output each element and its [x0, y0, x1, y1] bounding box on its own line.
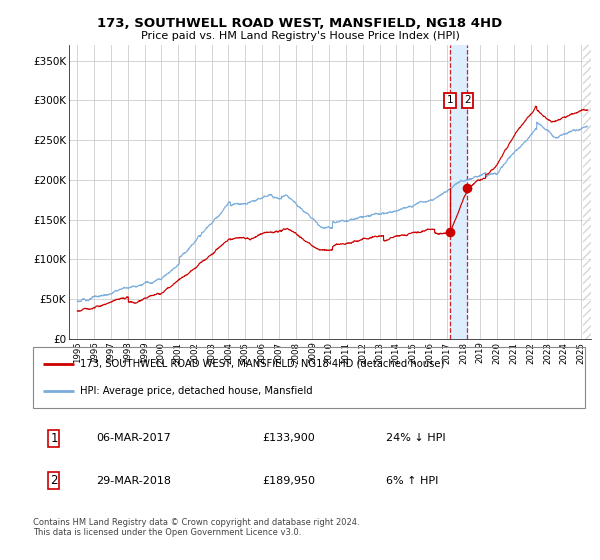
- Text: 24% ↓ HPI: 24% ↓ HPI: [386, 433, 446, 443]
- Bar: [449, 45, 467, 339]
- Text: 2: 2: [50, 474, 58, 487]
- Text: 173, SOUTHWELL ROAD WEST, MANSFIELD, NG18 4HD (detached house): 173, SOUTHWELL ROAD WEST, MANSFIELD, NG1…: [80, 358, 444, 368]
- Text: 1: 1: [446, 95, 453, 105]
- Text: 2: 2: [464, 95, 471, 105]
- Text: 173, SOUTHWELL ROAD WEST, MANSFIELD, NG18 4HD: 173, SOUTHWELL ROAD WEST, MANSFIELD, NG1…: [97, 17, 503, 30]
- Text: 6% ↑ HPI: 6% ↑ HPI: [386, 475, 439, 486]
- Text: Price paid vs. HM Land Registry's House Price Index (HPI): Price paid vs. HM Land Registry's House …: [140, 31, 460, 41]
- Text: HPI: Average price, detached house, Mansfield: HPI: Average price, detached house, Mans…: [80, 386, 313, 396]
- Text: 1: 1: [50, 432, 58, 445]
- Text: 29-MAR-2018: 29-MAR-2018: [97, 475, 172, 486]
- Text: £133,900: £133,900: [262, 433, 315, 443]
- Text: 06-MAR-2017: 06-MAR-2017: [97, 433, 171, 443]
- Text: £189,950: £189,950: [262, 475, 315, 486]
- Text: Contains HM Land Registry data © Crown copyright and database right 2024.
This d: Contains HM Land Registry data © Crown c…: [33, 518, 359, 538]
